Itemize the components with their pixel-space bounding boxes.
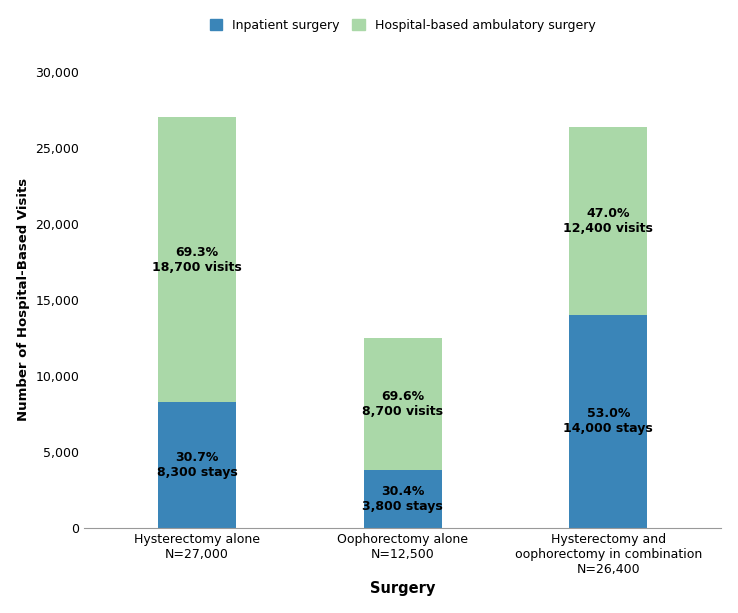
X-axis label: Surgery: Surgery	[370, 581, 435, 596]
Bar	[569, 126, 647, 315]
Text: 47.0%
12,400 visits: 47.0% 12,400 visits	[563, 207, 653, 235]
Y-axis label: Number of Hospital-Based Visits: Number of Hospital-Based Visits	[17, 178, 30, 421]
Bar	[158, 402, 236, 528]
Bar	[158, 118, 236, 402]
Bar	[364, 338, 442, 470]
Text: 53.0%
14,000 stays: 53.0% 14,000 stays	[563, 408, 653, 435]
Text: 30.7%
8,300 stays: 30.7% 8,300 stays	[156, 451, 238, 479]
Text: 69.6%
8,700 visits: 69.6% 8,700 visits	[362, 390, 443, 418]
Text: 69.3%
18,700 visits: 69.3% 18,700 visits	[152, 246, 242, 273]
Bar	[364, 470, 442, 528]
Bar	[569, 315, 647, 528]
Legend: Inpatient surgery, Hospital-based ambulatory surgery: Inpatient surgery, Hospital-based ambula…	[210, 19, 596, 32]
Text: 30.4%
3,800 stays: 30.4% 3,800 stays	[362, 485, 443, 513]
